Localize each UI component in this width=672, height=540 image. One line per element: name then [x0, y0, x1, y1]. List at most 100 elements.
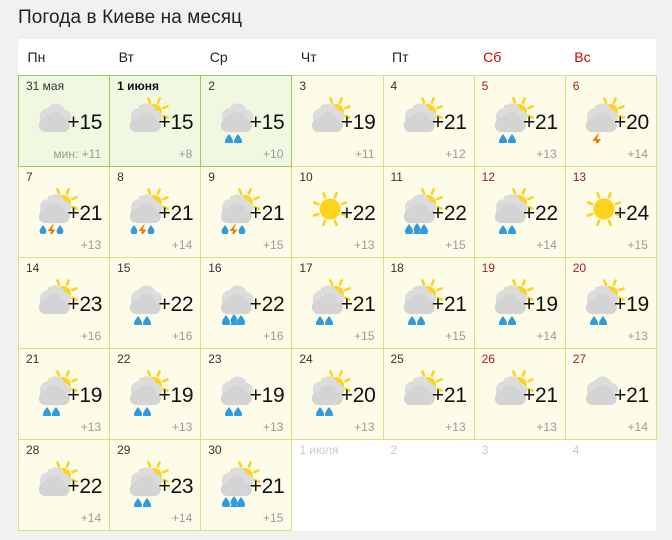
- day-cell[interactable]: 5 +21 +13: [473, 75, 566, 167]
- temperature-min: +15: [263, 511, 284, 525]
- monthly-weather-table: Пн Вт Ср Чт Пт Сб Вс 31 мая +15 мин: +11 1 июня +1…: [17, 39, 657, 531]
- temperature-max: +19: [249, 384, 285, 407]
- temperature-max: +22: [249, 293, 285, 316]
- day-cell[interactable]: 29 +23 +14: [109, 439, 202, 531]
- sun-cloud-rain-icon: [115, 366, 173, 416]
- calendar-week-row: 14 +23 +16 15 +22 +16 16 +22 +16 17 +21 +15 18 +21 +15…: [17, 257, 657, 349]
- day-number: 17: [299, 261, 313, 275]
- day-cell[interactable]: 21 +19 +13: [17, 348, 111, 440]
- temperature-max: +21: [614, 384, 649, 407]
- sun-cloud-icon: [24, 275, 82, 325]
- temperature-min: +16: [171, 329, 193, 343]
- sun-cloud-heavyrain-icon: [389, 184, 447, 234]
- day-cell[interactable]: 18 +21 +15: [382, 257, 475, 349]
- day-cell[interactable]: 14 +23 +16: [17, 257, 111, 349]
- temperature-max: +20: [340, 384, 376, 407]
- sun-cloud-rain-icon: [571, 275, 629, 325]
- weekday-header-3: Ср: [200, 39, 292, 76]
- day-cell[interactable]: 2 +15 +10: [200, 75, 293, 167]
- temperature-max: +22: [431, 202, 467, 225]
- temperature-min: +13: [354, 420, 375, 434]
- temperature-max: +22: [340, 202, 376, 225]
- page-title: Погода в Киеве на месяц: [18, 7, 243, 28]
- temperature-max: +21: [431, 111, 467, 134]
- temperature-max: +19: [340, 111, 376, 134]
- day-number: 21: [26, 352, 40, 366]
- weekday-header-5: Пт: [383, 39, 475, 76]
- temperature-min: +13: [536, 147, 557, 161]
- day-cell[interactable]: 17 +21 +15: [291, 257, 384, 349]
- day-number: 8: [117, 170, 124, 184]
- temperature-min: +13: [80, 238, 102, 252]
- day-cell[interactable]: 28 +22 +14: [17, 439, 111, 531]
- day-cell[interactable]: 11 +22 +15: [382, 166, 475, 258]
- temperature-max: +15: [249, 111, 285, 134]
- day-cell[interactable]: 30 +21 +15: [200, 439, 293, 531]
- temperature-min: +10: [263, 147, 284, 161]
- day-cell[interactable]: 26 +21 +13: [473, 348, 566, 440]
- sun-cloud-rain-icon: [480, 275, 538, 325]
- temperature-max: +21: [431, 384, 467, 407]
- day-cell[interactable]: 1 июня +15 +8: [109, 75, 202, 167]
- temperature-min: +14: [536, 329, 557, 343]
- sun-cloud-icon: [480, 366, 538, 416]
- day-cell[interactable]: 6 +20 +14: [564, 75, 657, 167]
- day-number: 18: [390, 261, 404, 275]
- day-cell[interactable]: 4 +21 +12: [382, 75, 475, 167]
- day-cell[interactable]: 10 +22 +13: [291, 166, 384, 258]
- temperature-min: +16: [263, 329, 284, 343]
- day-number: 5: [481, 79, 489, 93]
- temperature-min: +13: [627, 329, 648, 343]
- day-number: 1 июля: [299, 443, 339, 457]
- temperature-max: +21: [158, 202, 194, 225]
- weekday-header-7: Вс: [565, 39, 657, 76]
- day-number: 6: [572, 79, 580, 93]
- day-cell[interactable]: 13 +24 +15: [564, 166, 657, 258]
- day-cell[interactable]: 22 +19 +13: [109, 348, 202, 440]
- calendar-week-row: 28 +22 +14 29 +23 +14 30 +21 +15 1 июля 2 3 4: [17, 439, 657, 531]
- weekday-header-4: Чт: [291, 39, 383, 76]
- day-cell[interactable]: 25 +21 +13: [382, 348, 475, 440]
- day-cell[interactable]: 23 +19 +13: [200, 348, 293, 440]
- sun-cloud-rain-icon: [297, 275, 355, 325]
- day-cell[interactable]: 31 мая +15 мин: +11: [17, 75, 111, 167]
- day-cell[interactable]: 9 +21 +15: [200, 166, 293, 258]
- sun-cloud-icon: [297, 93, 355, 143]
- day-cell[interactable]: 20 +19 +13: [564, 257, 657, 349]
- day-number: 26: [481, 352, 495, 366]
- day-cell[interactable]: 15 +22 +16: [109, 257, 202, 349]
- sun-cloud-rain-icon: [115, 457, 173, 507]
- day-cell[interactable]: 3 +19 +11: [291, 75, 384, 167]
- day-number: 23: [208, 352, 222, 366]
- day-number: 13: [572, 170, 587, 184]
- calendar-body: 31 мая +15 мин: +11 1 июня +15 +8 2 +15 +10 3 +19 +…: [17, 75, 657, 531]
- day-number: 2: [208, 79, 215, 93]
- sun-cloud-rain-icon: [389, 275, 447, 325]
- sun-cloud-rain-storm-icon: [24, 184, 82, 234]
- day-number: 27: [572, 352, 587, 366]
- day-cell[interactable]: 16 +22 +16: [200, 257, 293, 349]
- day-cell[interactable]: 27 +21 +14: [564, 348, 657, 440]
- temperature-max: +22: [67, 475, 103, 498]
- temperature-min: мин: +11: [53, 147, 102, 161]
- day-cell[interactable]: 24 +20 +13: [291, 348, 384, 440]
- temperature-max: +19: [67, 384, 103, 407]
- day-cell[interactable]: 7 +21 +13: [17, 166, 111, 258]
- temperature-min: +15: [627, 238, 648, 252]
- temperature-min: +13: [80, 420, 102, 434]
- day-cell[interactable]: 19 +19 +14: [473, 257, 566, 349]
- day-cell[interactable]: 8 +21 +14: [109, 166, 202, 258]
- day-cell[interactable]: 12 +22 +14: [473, 166, 566, 258]
- temperature-max: +21: [431, 293, 467, 316]
- temperature-min: +13: [263, 420, 284, 434]
- temperature-min: +15: [263, 238, 284, 252]
- day-cell-inactive: 2: [383, 439, 475, 531]
- day-number: 4: [390, 79, 398, 93]
- temperature-max: +22: [523, 202, 558, 225]
- day-number: 29: [117, 443, 131, 457]
- weekday-header-2: Вт: [109, 39, 201, 76]
- sun-cloud-rain-icon: [480, 184, 538, 234]
- sun-icon: [571, 184, 629, 234]
- day-number: 4: [572, 443, 580, 457]
- day-cell-inactive: 3: [474, 439, 566, 531]
